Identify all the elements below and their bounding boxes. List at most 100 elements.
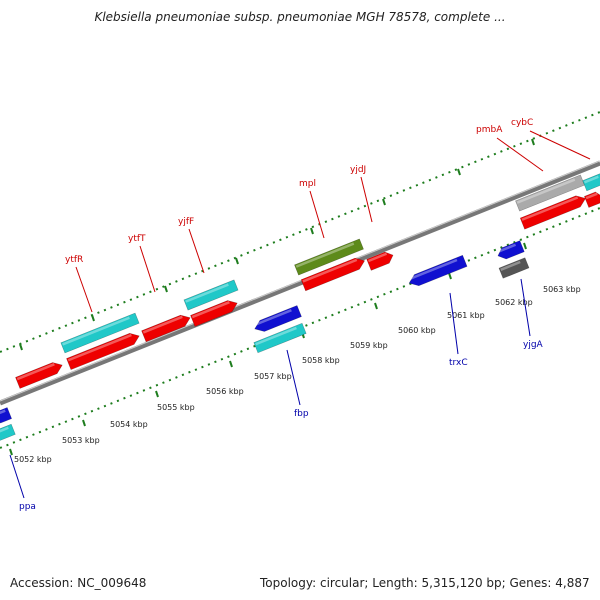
gene-trxC-shine <box>408 258 458 281</box>
gene-mpl <box>300 257 366 292</box>
leader-mpl <box>309 190 325 239</box>
gene-yjfF-shape <box>190 300 238 327</box>
leader-yjdJ <box>360 176 373 223</box>
gene-red-2-shine <box>67 333 132 362</box>
gene-yjgA-shape <box>498 257 530 279</box>
major-tick-inner <box>155 390 159 398</box>
gene-label-yjgA: yjgA <box>523 340 544 350</box>
map-title: Klebsiella pneumoniae subsp. pneumoniae … <box>94 10 506 24</box>
gene-yjgA-shine <box>500 260 521 271</box>
leader-ppa <box>9 454 25 499</box>
gene-fbp-shape <box>253 322 307 354</box>
gene-ppa-blue <box>0 407 12 424</box>
gene-mpl-shape <box>300 257 366 292</box>
gene-mpl-upper-shine <box>295 242 355 268</box>
gene-cybC-upper-shine <box>583 175 599 184</box>
gene-ppa-blue-shape <box>0 407 12 424</box>
gene-yjdJ-shape <box>366 251 394 271</box>
scale-label: 5059 kbp <box>350 341 388 350</box>
leader-ytfT <box>139 245 156 293</box>
label-layer: 5052 kbp 5053 kbp 5054 kbp 5055 kbp 5056 kbp… <box>9 118 591 512</box>
major-tick-inner <box>9 448 13 456</box>
gene-pmbA-shine <box>521 196 579 221</box>
tick-track-outer <box>0 111 600 353</box>
gene-yjdJ <box>366 251 394 271</box>
gene-red-1-shine <box>16 363 55 381</box>
gene-pmbA-shape <box>519 195 586 230</box>
major-tick-outer <box>531 138 535 146</box>
gene-red-1 <box>15 362 63 389</box>
scale-label: 5055 kbp <box>157 403 195 412</box>
gene-cybC-shine <box>585 192 598 200</box>
major-tick-outer <box>382 198 386 206</box>
gene-fbp-blue-shine <box>253 309 292 327</box>
gene-label-mpl: mpl <box>299 179 316 189</box>
gene-cybC-upper <box>582 172 600 192</box>
gene-yjfF-upper-shine <box>185 283 229 303</box>
major-tick-outer <box>235 257 239 265</box>
gene-ppa-shine <box>0 426 9 435</box>
gene-ytfR-shape <box>60 312 140 354</box>
accession-text: Accession: NC_009648 <box>10 576 147 590</box>
leader-ytfR <box>75 266 93 313</box>
scale-label: 5052 kbp <box>14 455 52 464</box>
gene-label-fbp: fbp <box>294 409 309 419</box>
gene-red-2-shape <box>66 333 140 371</box>
scale-label: 5062 kbp <box>495 298 533 307</box>
gene-yjgA-blue-shape <box>497 240 525 260</box>
gene-ytfT-shape <box>141 314 191 343</box>
major-tick-inner <box>448 272 452 280</box>
gene-red-1-shape <box>15 362 63 389</box>
major-tick-inner <box>229 360 233 368</box>
gene-label-yjdJ: yjdJ <box>350 165 366 175</box>
gene-label-ppa: ppa <box>19 502 36 512</box>
major-tick-outer <box>91 314 95 322</box>
leader-yjfF <box>188 228 205 274</box>
topology-text: Topology: circular; Length: 5,315,120 bp… <box>260 576 590 590</box>
scale-label: 5057 kbp <box>254 372 292 381</box>
leader-pmbA <box>496 137 544 172</box>
major-tick-inner <box>523 242 527 250</box>
gene-ytfT <box>141 314 191 343</box>
leader-cybC <box>529 130 591 160</box>
gene-yjdJ-shine <box>368 252 388 263</box>
gene-pmbA <box>519 195 586 230</box>
gene-red-2 <box>66 333 140 371</box>
gene-yjgA <box>498 257 530 279</box>
leader-fbp <box>286 349 301 406</box>
gene-ytfR-shine <box>62 316 130 346</box>
leader-yjgA <box>520 278 531 337</box>
major-tick-inner <box>82 419 86 427</box>
major-tick-outer <box>164 285 168 293</box>
scale-label: 5053 kbp <box>62 436 100 445</box>
major-tick-outer <box>19 343 23 351</box>
gene-ppa <box>0 423 16 443</box>
gene-yjfF <box>190 300 238 327</box>
major-tick-inner <box>374 302 378 310</box>
major-tick-outer <box>457 168 461 176</box>
gene-cybC-shape <box>584 191 600 208</box>
gene-label-cybC: cybC <box>511 118 533 128</box>
gene-label-ytfR: ytfR <box>65 255 83 265</box>
gene-yjfF-upper <box>183 279 239 311</box>
gene-label-yjfF: yjfF <box>178 217 194 227</box>
leader-trxC <box>449 292 459 355</box>
gene-mpl-shine <box>302 258 358 283</box>
gene-ppa-shape <box>0 423 16 443</box>
scale-label: 5054 kbp <box>110 420 148 429</box>
gene-ytfT-shine <box>142 315 183 334</box>
gene-fbp-blue-shape <box>254 305 302 332</box>
gene-trxC <box>408 254 468 287</box>
gene-ytfR <box>60 312 140 354</box>
gene-yjgA-blue <box>497 240 525 260</box>
gene-mpl-upper <box>294 238 364 276</box>
gene-fbp-shine <box>255 326 297 346</box>
gene-fbp-blue <box>253 305 302 332</box>
gene-label-pmbA: pmbA <box>476 125 503 135</box>
gene-ppa-blue-shine <box>0 409 6 417</box>
gene-yjfF-upper-shape <box>183 279 239 311</box>
gene-label-trxC: trxC <box>449 358 468 368</box>
gene-yjfF-shine <box>191 301 230 319</box>
scale-label: 5060 kbp <box>398 326 436 335</box>
